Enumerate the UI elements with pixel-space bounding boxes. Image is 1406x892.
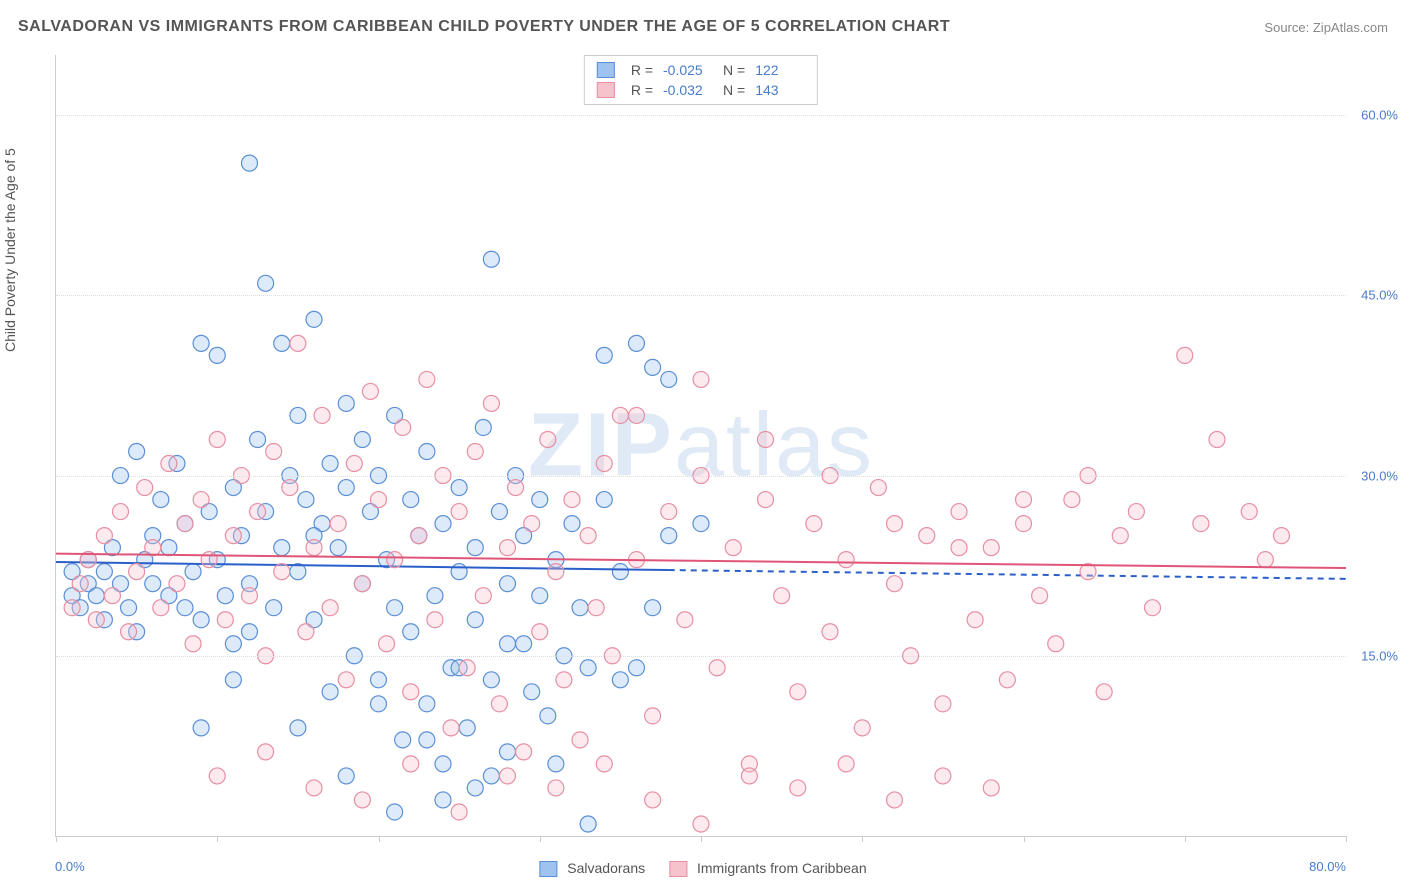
stats-swatch-1 [597, 62, 615, 78]
x-axis-end-label: 80.0% [1309, 859, 1346, 874]
source-attribution: Source: ZipAtlas.com [1264, 20, 1388, 35]
x-axis-start-label: 0.0% [55, 859, 85, 874]
ytick-label: 60.0% [1361, 108, 1398, 123]
bottom-legend: Salvadorans Immigrants from Caribbean [539, 860, 866, 877]
legend-swatch-1 [539, 861, 557, 877]
chart-title: SALVADORAN VS IMMIGRANTS FROM CARIBBEAN … [18, 18, 950, 36]
stats-row-2: R =-0.032 N =143 [597, 80, 805, 100]
plot-svg [56, 55, 1346, 836]
ytick-label: 30.0% [1361, 468, 1398, 483]
scatter-chart: ZIPatlas R =-0.025 N =122 R =-0.032 N =1… [55, 55, 1346, 837]
stats-swatch-2 [597, 82, 615, 98]
stats-legend-box: R =-0.025 N =122 R =-0.032 N =143 [584, 55, 818, 105]
ytick-label: 45.0% [1361, 288, 1398, 303]
ytick-label: 15.0% [1361, 648, 1398, 663]
y-axis-label: Child Poverty Under the Age of 5 [2, 148, 18, 352]
source-link[interactable]: ZipAtlas.com [1313, 20, 1388, 35]
legend-item-1: Salvadorans [539, 860, 645, 877]
stats-row-1: R =-0.025 N =122 [597, 60, 805, 80]
legend-item-2: Immigrants from Caribbean [669, 860, 867, 877]
legend-swatch-2 [669, 861, 687, 877]
